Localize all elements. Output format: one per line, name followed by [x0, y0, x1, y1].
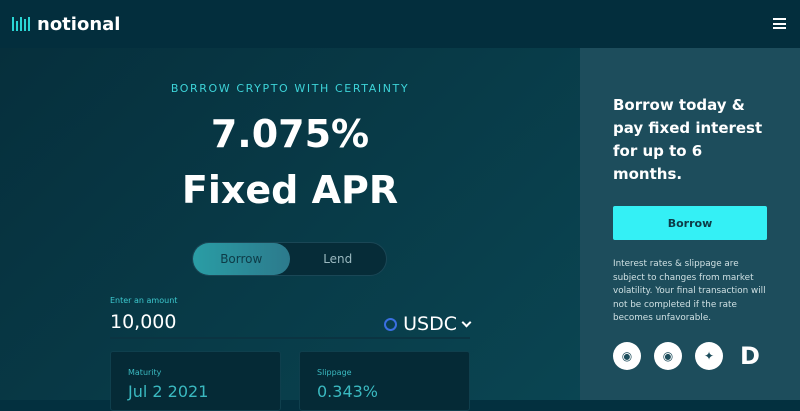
eyebrow: BORROW CRYPTO WITH CERTAINTY	[170, 82, 410, 95]
usdc-icon	[384, 317, 398, 331]
discord-icon[interactable]: ◉	[613, 341, 641, 370]
logo[interactable]: notional	[12, 14, 120, 35]
rate-label: Fixed APR	[181, 168, 399, 212]
slippage-card: Slippage 0.343%	[299, 351, 470, 411]
currency-select[interactable]: USDC	[380, 313, 472, 335]
maturity-card: Maturity Jul 2 2021	[110, 351, 281, 411]
maturity-label: Maturity	[128, 368, 162, 377]
slippage-value: 0.343%	[317, 382, 379, 401]
currency-label: USDC	[403, 313, 457, 335]
amount-input[interactable]: 10,000	[110, 311, 177, 333]
borrow-lend-toggle: Borrow Lend	[192, 242, 387, 276]
chevron-down-icon	[461, 317, 472, 327]
disclaimer: Interest rates & slippage are subject to…	[613, 259, 766, 323]
side-title: Borrow today & pay fixed interest for up…	[613, 96, 763, 183]
tab-lend[interactable]: Lend	[323, 252, 353, 266]
twitter-icon[interactable]: ✦	[695, 341, 723, 370]
github-icon[interactable]: ◉	[654, 341, 682, 370]
amount-label: Enter an amount	[110, 296, 178, 305]
amount-underline	[110, 337, 470, 339]
top-bar: notional	[0, 0, 800, 48]
tab-borrow[interactable]: Borrow	[193, 243, 290, 275]
borrow-button[interactable]: Borrow	[613, 206, 767, 240]
brand-name: notional	[37, 13, 121, 35]
social-links: ◉ ◉ ✦ D	[613, 341, 767, 370]
rate: 7.075%	[210, 112, 370, 156]
main-panel: BORROW CRYPTO WITH CERTAINTY 7.075% Fixe…	[0, 48, 580, 400]
notional-logo-icon	[12, 17, 30, 31]
maturity-value: Jul 2 2021	[128, 382, 209, 401]
side-panel: Borrow today & pay fixed interest for up…	[580, 48, 800, 400]
defipulse-icon[interactable]: D	[740, 341, 760, 370]
hamburger-menu-icon[interactable]	[773, 18, 786, 32]
slippage-label: Slippage	[317, 368, 352, 377]
